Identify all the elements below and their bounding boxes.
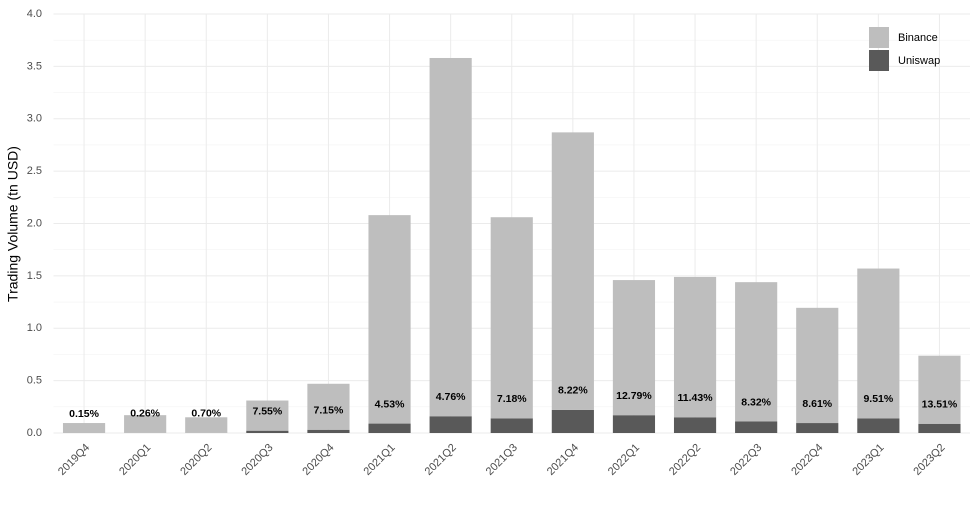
bar-annotation: 7.15% (314, 405, 344, 417)
legend-label: Binance (898, 32, 938, 44)
x-tick-label: 2023Q2 (911, 442, 947, 478)
bar-annotation: 13.51% (922, 399, 958, 411)
bar-segment (673, 417, 717, 433)
bar-annotation: 0.70% (191, 408, 221, 420)
x-tick-label: 2022Q3 (728, 442, 764, 478)
bar-annotation: 11.43% (678, 392, 714, 404)
bar-segment (429, 416, 472, 433)
bar-annotation: 4.53% (375, 398, 405, 410)
bar-segment (246, 430, 289, 433)
x-tick-label: 2020Q1 (117, 442, 153, 478)
y-axis-title: Trading Volume (tn USD) (5, 146, 21, 302)
bar-annotation: 12.79% (616, 390, 652, 402)
y-tick-label: 3.0 (27, 113, 42, 125)
bar-annotation: 9.51% (863, 393, 893, 405)
bar-annotation: 0.15% (69, 408, 99, 420)
bar-segment (368, 423, 411, 433)
bar-annotation: 8.32% (741, 396, 771, 408)
bar-segment (185, 417, 228, 433)
bar-annotation: 8.22% (558, 385, 588, 397)
y-tick-label: 4.0 (27, 8, 42, 20)
x-tick-label: 2020Q2 (178, 442, 214, 478)
y-tick-label: 2.0 (27, 217, 42, 229)
legend-label: Uniswap (898, 55, 940, 67)
x-tick-label: 2022Q2 (667, 442, 703, 478)
bar-segment (490, 418, 533, 433)
y-tick-label: 1.5 (27, 270, 42, 282)
legend-swatch (869, 27, 889, 48)
bar-segment (429, 57, 472, 417)
bar-segment (246, 400, 289, 431)
bar-segment (612, 280, 656, 416)
y-tick-label: 0.5 (27, 375, 42, 387)
bar-segment (857, 268, 900, 419)
bar-annotation: 7.55% (252, 405, 282, 417)
bar-segment (124, 415, 167, 433)
x-tick-label: 2022Q1 (606, 442, 642, 478)
bar-segment (612, 415, 656, 433)
bar-segment (551, 132, 594, 410)
x-tick-label: 2021Q4 (545, 442, 581, 478)
x-tick-label: 2023Q1 (850, 442, 886, 478)
x-tick-label: 2021Q3 (484, 442, 520, 478)
x-tick-label: 2022Q4 (789, 442, 825, 478)
y-tick-label: 2.5 (27, 165, 42, 177)
x-tick-label: 2019Q4 (56, 442, 92, 478)
bar-annotation: 8.61% (802, 398, 832, 410)
bar-segment (307, 383, 350, 430)
x-tick-label: 2021Q1 (362, 442, 398, 478)
bar-segment (735, 421, 778, 433)
bar-annotation: 7.18% (497, 393, 527, 405)
bar-segment (918, 355, 961, 424)
legend-swatch (869, 50, 889, 71)
bar-segment (673, 276, 717, 418)
bar-annotation: 0.26% (130, 408, 160, 420)
bar-segment (918, 423, 961, 433)
bar-segment (307, 429, 350, 433)
bar-segment (551, 409, 594, 433)
x-tick-label: 2020Q3 (239, 442, 275, 478)
bar-segment (62, 423, 106, 433)
bar-segment (368, 215, 411, 424)
y-tick-label: 0.0 (27, 427, 42, 439)
x-tick-label: 2020Q4 (300, 442, 336, 478)
bar-segment (735, 282, 778, 422)
bar-annotation: 4.76% (436, 391, 466, 403)
x-tick-label: 2021Q2 (423, 442, 459, 478)
bar-segment (490, 217, 533, 419)
bar-segment (857, 418, 900, 433)
bar-segment (796, 423, 839, 433)
bar-segment (796, 307, 839, 424)
y-tick-label: 3.5 (27, 60, 42, 72)
y-tick-label: 1.0 (27, 322, 42, 334)
